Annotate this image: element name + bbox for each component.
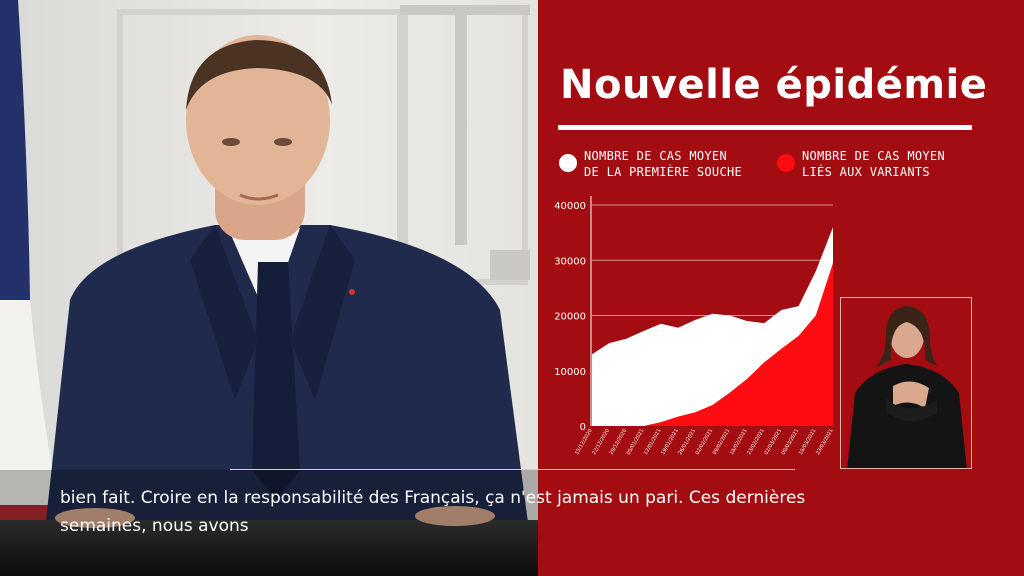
y-tick-label: 20000 bbox=[554, 312, 586, 323]
x-tick-label: 19/01/2021 bbox=[660, 428, 680, 456]
title-underline bbox=[558, 125, 972, 130]
chart-areas bbox=[592, 227, 833, 426]
legend-label: NOMBRE DE CAS MOYEN DE LA PREMIÈRE SOUCH… bbox=[584, 149, 743, 179]
x-tick-label: 26/01/2021 bbox=[677, 428, 697, 456]
x-tick-label: 23/02/2021 bbox=[746, 428, 766, 456]
legend-item-variants: NOMBRE DE CAS MOYEN LIÉS AUX VARIANTS bbox=[777, 148, 945, 180]
infographic-title: Nouvelle épidémie bbox=[560, 62, 988, 108]
x-tick-label: 12/01/2021 bbox=[643, 428, 663, 456]
speaker bbox=[40, 35, 535, 576]
x-tick-label: 09/02/2021 bbox=[712, 428, 732, 456]
y-tick-label: 10000 bbox=[554, 367, 586, 378]
speaker-left-hand bbox=[55, 508, 135, 528]
legend-dot-red bbox=[777, 154, 795, 172]
legend-item-first-strain: NOMBRE DE CAS MOYEN DE LA PREMIÈRE SOUCH… bbox=[559, 148, 743, 180]
x-tick-label: 09/03/2021 bbox=[781, 428, 801, 456]
caption-line-1: bien fait. Croire en la responsabilité d… bbox=[60, 488, 806, 508]
subtitle-divider bbox=[230, 469, 795, 470]
area-variants bbox=[592, 263, 833, 426]
caption-line-2: semaines, nous avons bbox=[60, 516, 249, 536]
x-tick-label: 02/03/2021 bbox=[763, 428, 783, 456]
closed-captions: bien fait. Croire en la responsabilité d… bbox=[60, 484, 960, 540]
cases-area-chart: 0 10000 20000 30000 40000 15/12/202022/12/20… bbox=[554, 196, 835, 456]
wall-relief-letters bbox=[400, 5, 530, 280]
desk bbox=[0, 520, 540, 576]
infographic-panel bbox=[538, 0, 1024, 576]
speaker-right-hand bbox=[415, 506, 495, 526]
chart-x-ticks: 15/12/202022/12/202029/12/202005/01/2021… bbox=[574, 428, 835, 456]
interpreter-figure bbox=[847, 306, 967, 468]
legend-label: NOMBRE DE CAS MOYEN LIÉS AUX VARIANTS bbox=[802, 149, 945, 179]
chart-y-ticks: 0 10000 20000 30000 40000 bbox=[554, 201, 586, 433]
x-tick-label: 16/02/2021 bbox=[729, 428, 749, 456]
subtitle-shade bbox=[0, 470, 540, 576]
x-tick-label: 05/01/2021 bbox=[626, 428, 646, 456]
legend-dot-white bbox=[559, 154, 577, 172]
y-tick-label: 40000 bbox=[554, 201, 586, 212]
sign-language-interpreter bbox=[840, 297, 972, 469]
x-tick-label: 02/02/2021 bbox=[695, 428, 715, 456]
y-tick-label: 30000 bbox=[554, 256, 586, 267]
x-tick-label: 29/12/2020 bbox=[609, 428, 629, 456]
x-tick-label: 23/03/2021 bbox=[815, 428, 835, 456]
y-tick-label: 0 bbox=[580, 422, 586, 433]
x-tick-label: 22/12/2020 bbox=[591, 428, 611, 456]
x-tick-label: 16/03/2021 bbox=[798, 428, 818, 456]
